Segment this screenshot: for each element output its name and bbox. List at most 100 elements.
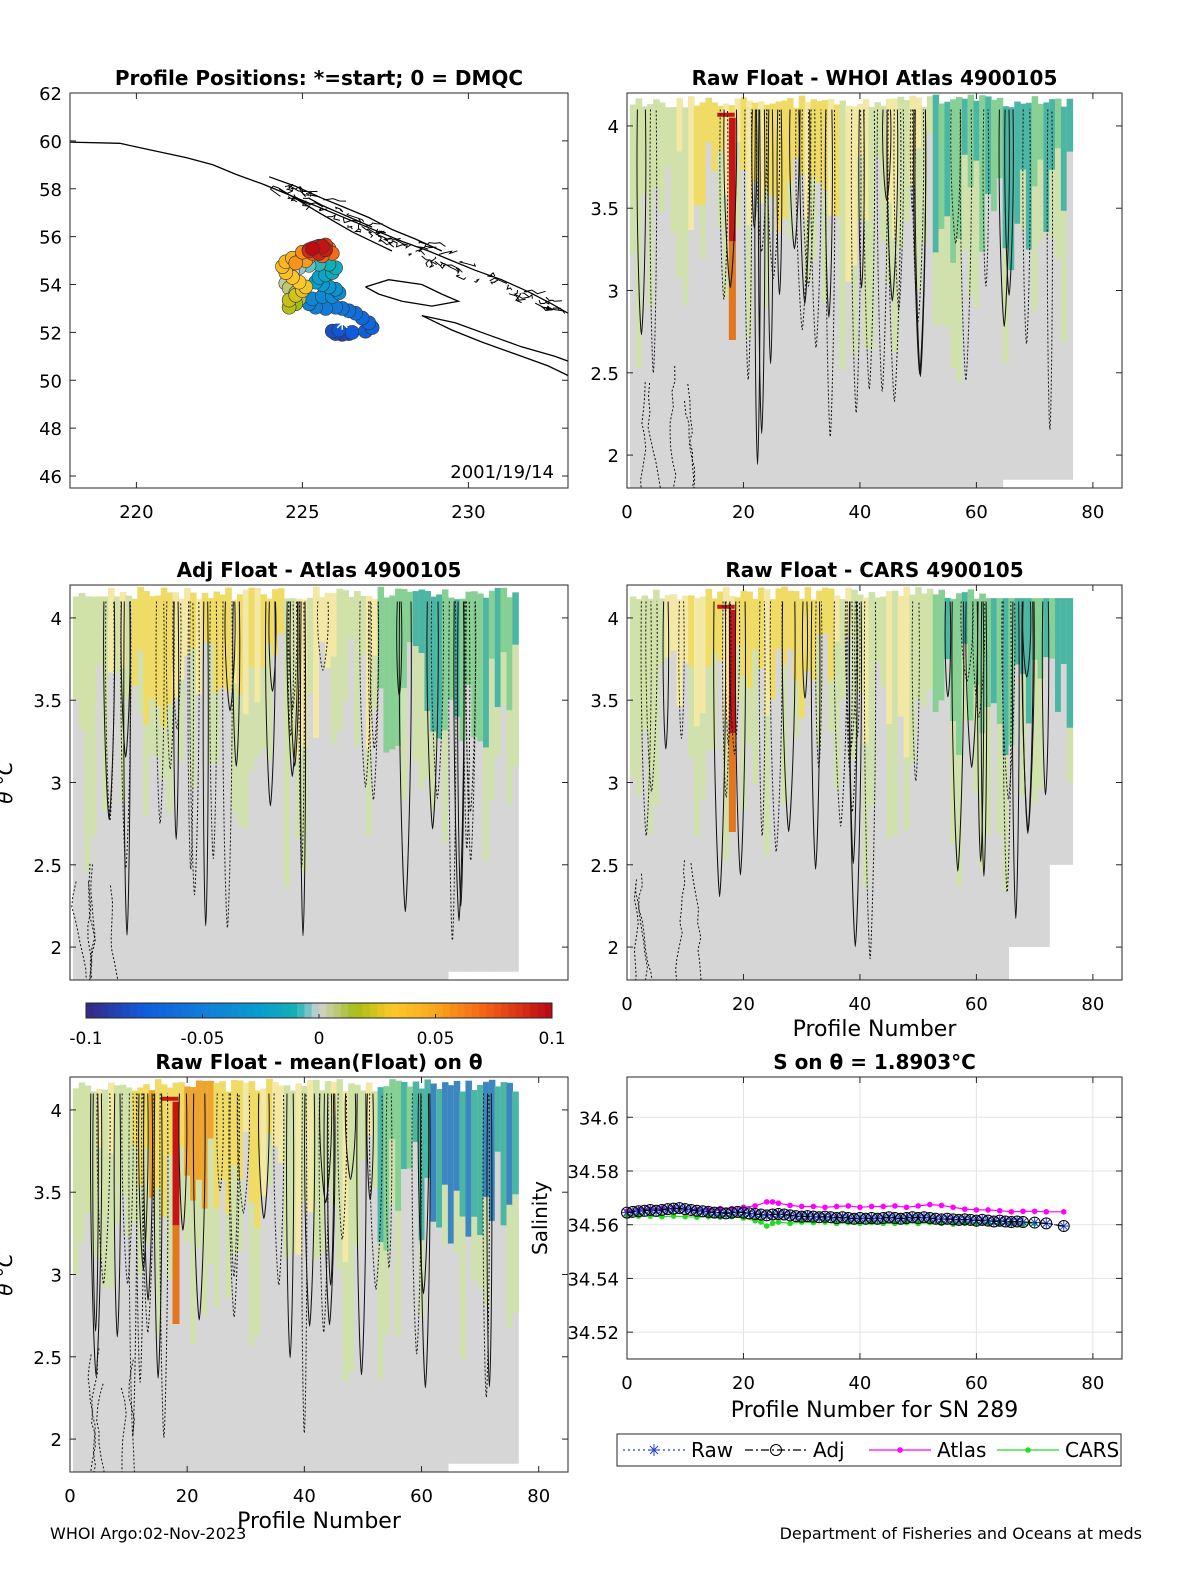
heatmap-cell [979, 593, 986, 734]
coastline-fragment [334, 206, 344, 213]
heatmap-cell [412, 591, 420, 980]
data-point [752, 1203, 758, 1209]
heatmap-cell [857, 104, 864, 157]
data-point [769, 1220, 776, 1227]
coastline-fragment [347, 225, 353, 230]
heatmap-cell [96, 1147, 103, 1261]
heatmap-cell [348, 1237, 355, 1373]
heatmap-cell [693, 105, 701, 206]
contour-line [396, 601, 403, 696]
heatmap-cell [313, 1079, 320, 1260]
contour-line [298, 601, 305, 868]
colorbar-swatch [231, 1003, 240, 1018]
y-tick-label: 34.58 [567, 1162, 619, 1183]
heatmap-cell [494, 707, 502, 757]
y-tick-label: 34.52 [567, 1323, 619, 1344]
colorbar-swatch [136, 1003, 145, 1018]
contour-line [722, 601, 731, 798]
heatmap-cell [78, 1082, 86, 1174]
heatmap-cell [758, 101, 765, 488]
contour-line [824, 109, 833, 318]
data-point [813, 1211, 826, 1224]
legend-label: Adj [813, 1438, 845, 1462]
heatmap-cell [512, 592, 519, 972]
colorbar-swatch [333, 1003, 342, 1018]
heatmap-cell [1066, 98, 1074, 480]
data-point [644, 1203, 657, 1216]
coastline-fragment [298, 187, 318, 193]
contour-line [1002, 601, 1012, 893]
heatmap-cell [72, 596, 80, 699]
heatmap-cell [477, 593, 484, 972]
heatmap-cell [365, 595, 373, 750]
x-tick-label: 220 [119, 502, 153, 523]
colorbar-swatch [450, 1003, 458, 1018]
data-point [912, 1212, 925, 1224]
contour-line [1004, 109, 1014, 296]
heatmap-cell [131, 598, 138, 980]
anomaly-cell [172, 1225, 180, 1324]
y-tick-label: 4 [608, 117, 619, 138]
heatmap-cell [932, 594, 940, 980]
heatmap-cell [1031, 598, 1039, 660]
contour-line [192, 1093, 206, 1321]
heatmap-cell [389, 1139, 396, 1206]
heatmap-cell [137, 650, 144, 715]
heatmap-cell [932, 94, 940, 253]
heatmap-cell [184, 588, 191, 656]
heatmap-cell [967, 94, 975, 188]
contour-line [120, 1387, 127, 1472]
heatmap-cell [763, 715, 771, 856]
legend-item-adj: Adj [745, 1438, 845, 1462]
heatmap-cell [383, 1250, 390, 1336]
heatmap-cell [996, 598, 1004, 725]
heatmap-cell [207, 642, 215, 765]
data-point [690, 1204, 703, 1217]
coastline-fragment [272, 185, 293, 194]
coastline-fragment [418, 241, 429, 250]
data-point [883, 1211, 896, 1224]
heatmap-cell [740, 97, 747, 170]
heatmap-cell [277, 1085, 285, 1163]
heatmap-cell [213, 1208, 220, 1308]
heatmap-cell [851, 106, 858, 266]
heatmap-cell [868, 107, 876, 288]
data-point [952, 1213, 965, 1226]
data-point [935, 1213, 948, 1226]
heatmap-cell [717, 591, 724, 980]
contour-line [128, 1359, 136, 1472]
colorbar-swatch [253, 1003, 262, 1018]
heatmap-cell [839, 599, 846, 980]
heatmap-cell [149, 596, 156, 699]
x-axis-label: Profile Number [793, 1017, 958, 1042]
heatmap-cell [816, 590, 823, 980]
heatmap-cell [494, 1086, 502, 1152]
heatmap-cell [254, 1228, 262, 1335]
heatmap-cell [775, 101, 782, 232]
y-tick-label: 3.5 [590, 199, 619, 220]
x-tick-label: 40 [848, 994, 871, 1015]
contour-line [426, 601, 439, 830]
colorbar-swatch [93, 1003, 102, 1018]
heatmap-cell [676, 599, 683, 707]
heatmap-cell [921, 593, 928, 980]
heatmap-cell [447, 597, 455, 700]
heatmap-cell [699, 204, 707, 259]
heatmap-cell [365, 749, 373, 836]
heatmap-cell [926, 96, 934, 133]
heatmap-cell [956, 239, 963, 383]
heatmap-cell [195, 1080, 203, 1180]
heatmap-cell [389, 1079, 396, 1472]
data-point [775, 1200, 782, 1207]
heatmap-cell [979, 95, 986, 488]
heatmap-cell [488, 658, 496, 800]
heatmap-cell [804, 102, 812, 219]
contour-line [744, 109, 753, 381]
heatmap-cell [342, 1262, 349, 1381]
heatmap-cell [845, 105, 852, 488]
heatmap-cell [880, 596, 887, 980]
anomaly-cell [728, 733, 736, 832]
heatmap-cell [758, 101, 765, 204]
heatmap-cell [184, 588, 191, 980]
heatmap-cell [365, 1082, 373, 1136]
